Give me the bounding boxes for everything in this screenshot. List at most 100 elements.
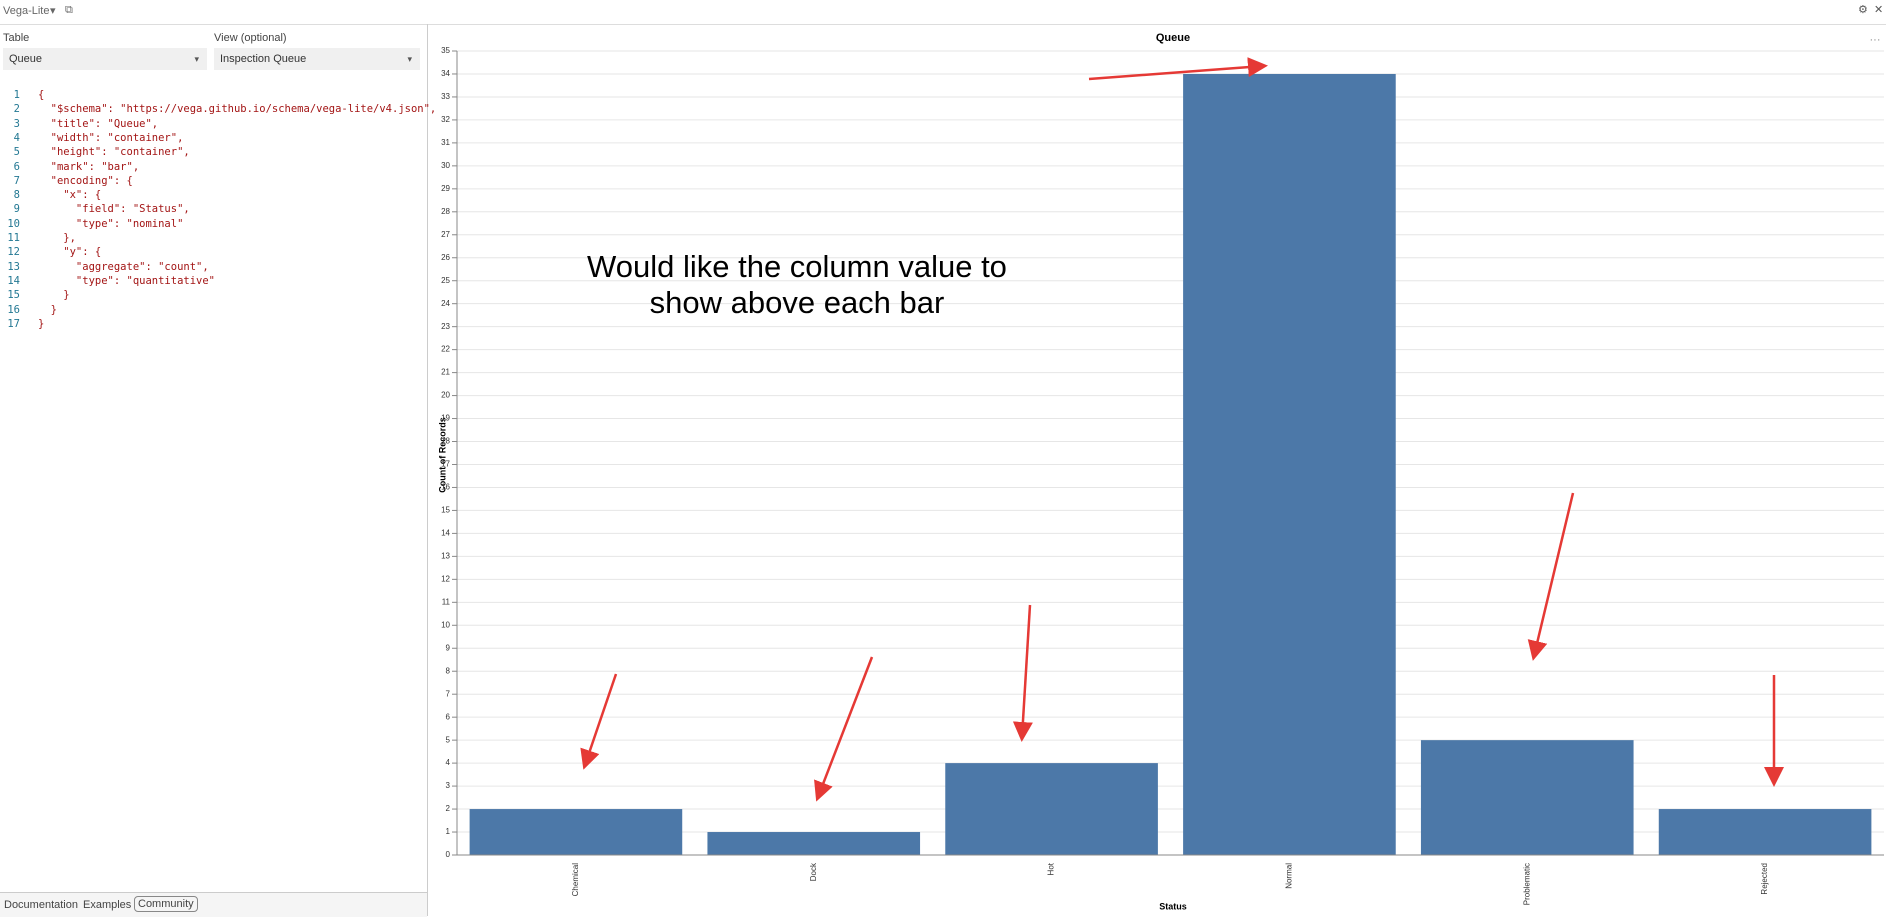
table-label: Table	[3, 32, 30, 44]
view-value: Inspection Queue	[220, 53, 307, 65]
y-tick-label: 30	[441, 161, 450, 170]
y-tick-label: 29	[441, 184, 450, 193]
line-number: 7	[13, 174, 20, 187]
view-dropdown[interactable]: Inspection Queue	[214, 48, 420, 70]
view-label: View (optional)	[214, 32, 287, 44]
y-tick-label: 34	[441, 69, 450, 78]
y-tick-label: 20	[441, 391, 450, 400]
code-line: "title": "Queue",	[38, 117, 159, 130]
code-line: "width": "container",	[38, 131, 184, 144]
line-number: 13	[7, 260, 20, 273]
line-number: 5	[13, 146, 20, 159]
bar	[1420, 740, 1634, 855]
code-line: {	[38, 89, 45, 101]
chart-menu[interactable]: ···	[1870, 34, 1881, 46]
y-tick-label: 14	[441, 529, 450, 538]
line-number: 2	[13, 103, 20, 116]
y-tick-label: 3	[446, 781, 451, 790]
arrow	[1527, 492, 1575, 661]
code-line: },	[38, 232, 76, 244]
line-number: 14	[7, 274, 20, 287]
y-tick-label: 11	[442, 597, 451, 606]
code-editor[interactable]: 1 {2 "$schema": "https://vega.github.io/s…	[0, 89, 436, 879]
chart-title: Queue	[1156, 32, 1190, 44]
footer-link[interactable]: Documentation	[4, 899, 78, 911]
code-line: "type": "nominal"	[38, 217, 184, 230]
y-tick-label: 8	[446, 666, 451, 675]
y-tick-label: 4	[446, 758, 451, 767]
line-number: 8	[13, 189, 20, 202]
x-tick-label: Chemical	[571, 863, 580, 897]
y-tick-label: 12	[441, 574, 450, 583]
y-axis-title: Count of Records	[437, 417, 447, 493]
line-number: 3	[13, 117, 20, 130]
bar	[1183, 73, 1396, 855]
footer-link[interactable]: Examples	[83, 899, 132, 911]
annotation-text: show above each bar	[650, 285, 945, 320]
y-tick-label: 35	[441, 46, 450, 55]
line-number: 1	[13, 89, 20, 101]
line-number: 12	[7, 246, 20, 259]
y-tick-label: 26	[441, 253, 450, 262]
x-tick-label: Problematic	[1522, 863, 1531, 905]
y-tick-label: 24	[441, 299, 450, 308]
x-axis-title: Status	[1159, 901, 1187, 911]
y-tick-label: 31	[441, 138, 450, 147]
code-line: }	[38, 317, 45, 330]
y-tick-label: 23	[441, 322, 450, 331]
popout-icon[interactable]: ⧉	[65, 4, 73, 16]
x-tick-label: Normal	[1285, 863, 1294, 889]
bar	[1658, 809, 1872, 855]
y-tick-label: 32	[441, 115, 450, 124]
line-number: 6	[13, 160, 20, 173]
y-tick-label: 25	[441, 276, 450, 285]
arrow	[814, 656, 874, 802]
close-icon[interactable]: ✕	[1874, 4, 1884, 16]
table-dropdown[interactable]: Queue	[3, 48, 207, 70]
code-line: }	[38, 303, 57, 316]
y-tick-label: 9	[446, 643, 451, 652]
arrow	[1088, 57, 1268, 81]
y-tick-label: 18	[441, 437, 450, 446]
footer-link[interactable]: Community	[134, 896, 198, 912]
top-bar: Vega-Lite ▾ ⧉ ⚙ ✕	[0, 0, 1886, 25]
y-tick-label: 27	[441, 230, 450, 239]
line-number: 15	[7, 289, 20, 302]
code-line: "y": {	[38, 246, 102, 259]
line-number: 10	[7, 217, 20, 230]
y-tick-label: 17	[441, 460, 450, 469]
y-tick-label: 19	[441, 414, 450, 423]
x-tick-label: Rejected	[1760, 863, 1769, 895]
y-tick-label: 15	[441, 506, 450, 515]
y-tick-label: 21	[441, 368, 450, 377]
y-tick-label: 1	[446, 827, 451, 836]
app-menu[interactable]: Vega-Lite	[3, 5, 50, 17]
annotation-text: Would like the column value to	[587, 249, 1007, 284]
line-number: 11	[7, 232, 20, 244]
line-number: 9	[13, 203, 20, 216]
code-line: "field": "Status",	[38, 203, 190, 216]
code-line: "aggregate": "count",	[38, 260, 209, 273]
code-line: }	[38, 289, 70, 302]
footer: Documentation Examples Community	[0, 892, 427, 917]
x-tick-label: Hot	[1047, 862, 1056, 875]
y-tick-label: 10	[441, 620, 450, 629]
y-tick-label: 6	[446, 712, 451, 721]
y-tick-label: 0	[446, 850, 451, 859]
bar	[469, 809, 683, 855]
line-number: 16	[7, 303, 20, 316]
bar	[945, 763, 1158, 855]
code-line: "type": "quantitative"	[38, 274, 216, 287]
line-number: 4	[13, 131, 20, 144]
y-tick-label: 5	[446, 735, 451, 744]
code-line: "encoding": {	[38, 174, 133, 187]
bar	[707, 832, 921, 855]
settings-icon[interactable]: ⚙	[1858, 4, 1868, 16]
divider	[427, 24, 428, 916]
y-tick-label: 13	[441, 551, 450, 560]
code-line: "x": {	[38, 189, 102, 202]
code-line: "height": "container",	[38, 146, 190, 159]
y-tick-label: 33	[441, 92, 450, 101]
y-tick-label: 22	[441, 345, 450, 354]
annotation-arrows	[580, 57, 1784, 802]
